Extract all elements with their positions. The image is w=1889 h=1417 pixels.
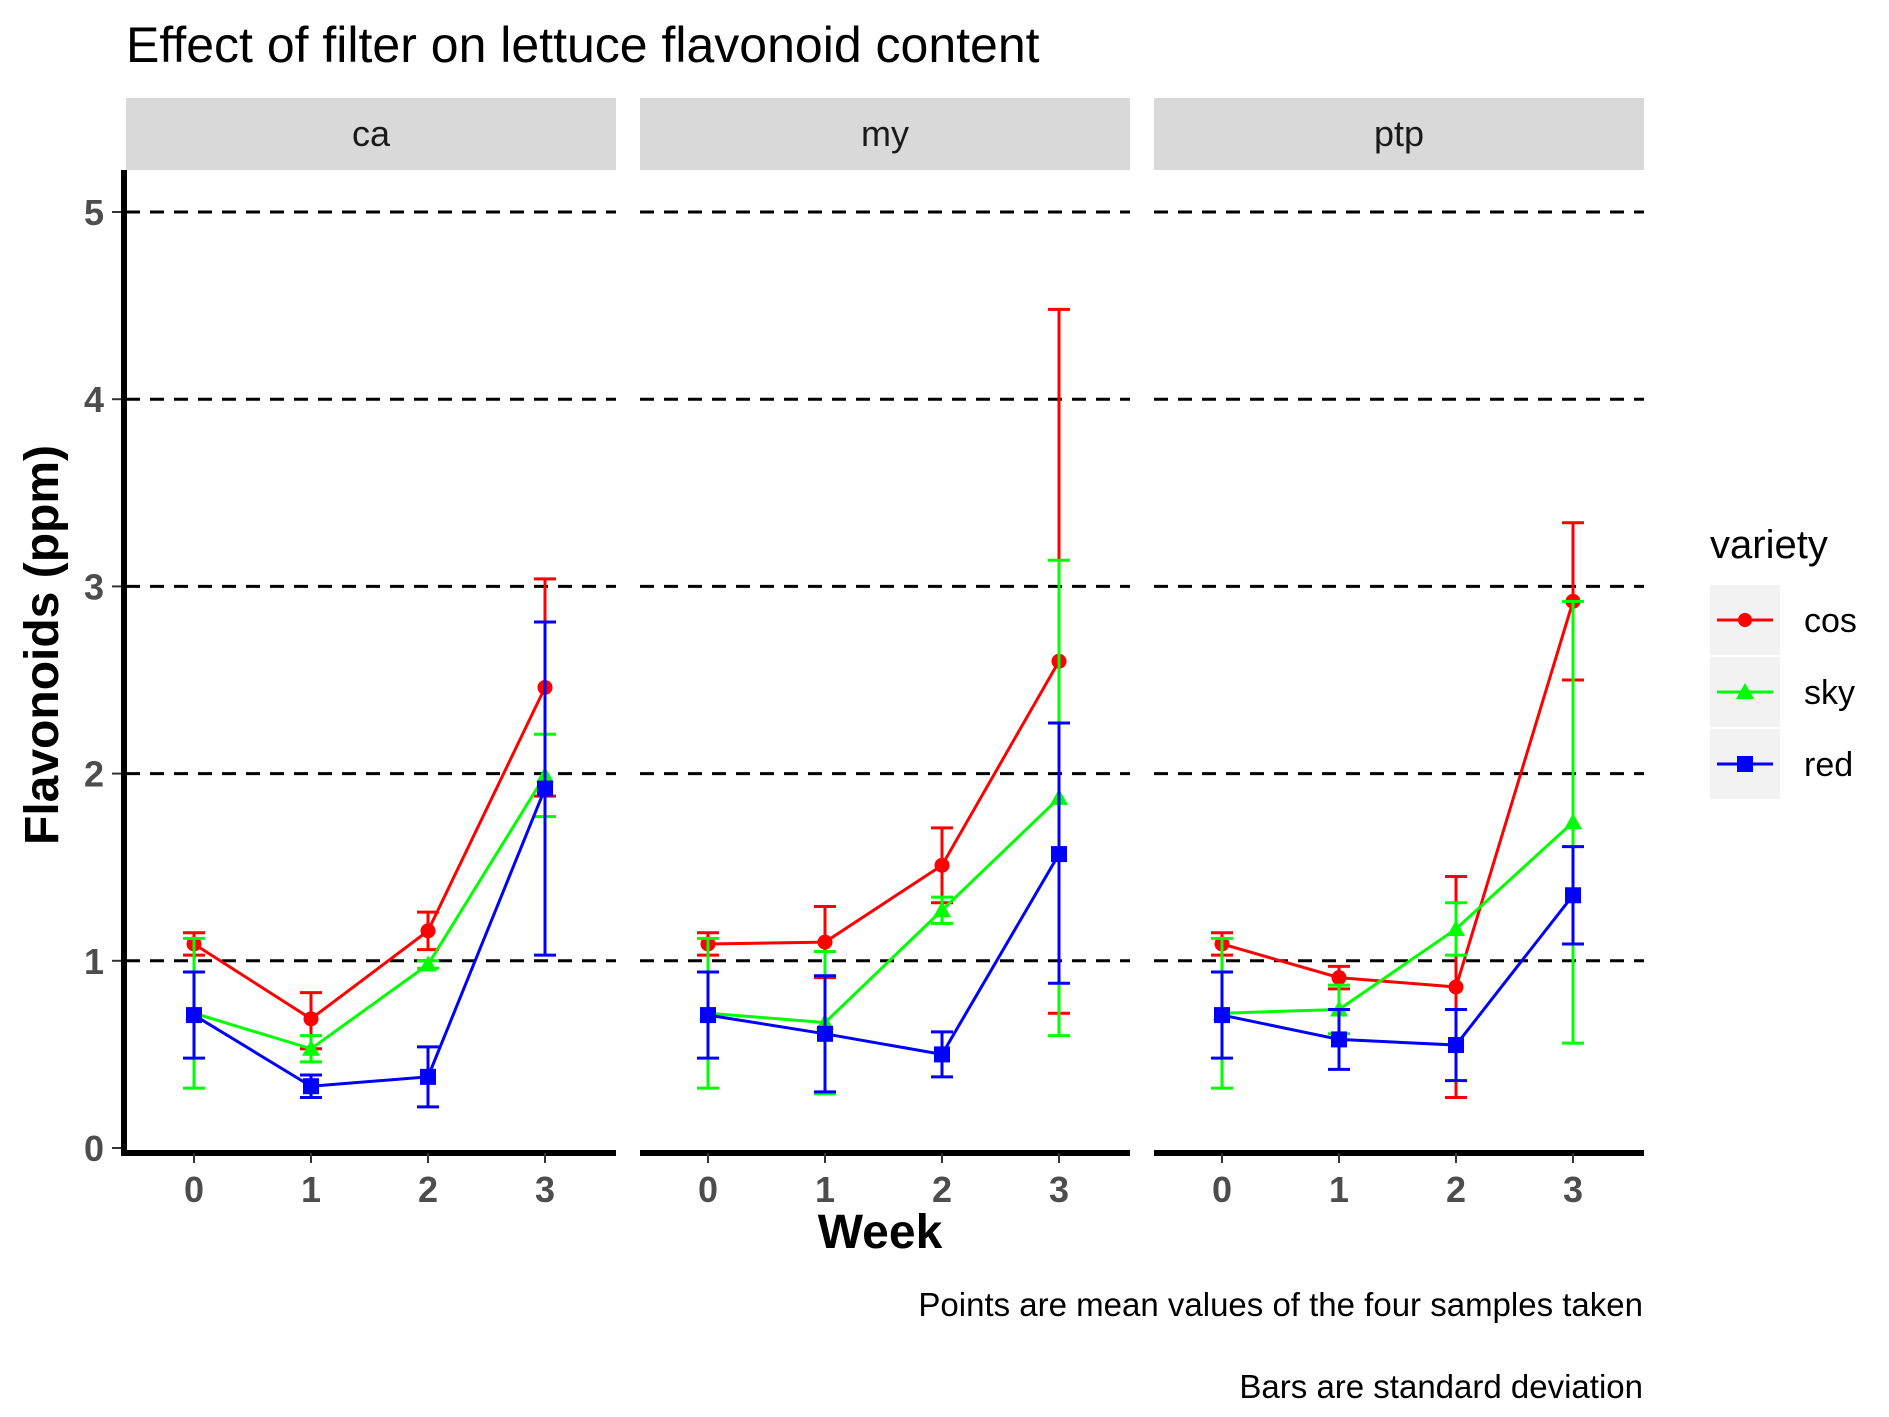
facet-strip-label: ca xyxy=(352,113,391,154)
x-tick-label: 2 xyxy=(932,1169,952,1210)
chart-title: Effect of filter on lettuce flavonoid co… xyxy=(126,17,1040,73)
x-tick-label: 2 xyxy=(1446,1169,1466,1210)
series-line xyxy=(193,774,547,1051)
data-point xyxy=(700,1007,716,1024)
data-point xyxy=(303,1078,319,1095)
data-point xyxy=(817,934,833,950)
data-point xyxy=(934,1046,950,1063)
panel-ca: ca 0 1 2 3 xyxy=(126,98,616,1210)
series-line xyxy=(707,853,1061,1057)
data-point xyxy=(303,1011,319,1027)
legend-entry-red: red xyxy=(1710,729,1853,799)
legend: variety cos sky red xyxy=(1710,523,1857,799)
data-point xyxy=(537,780,553,797)
data-point xyxy=(1565,887,1581,904)
y-tick-label: 0 xyxy=(84,1128,104,1169)
series-sky xyxy=(183,732,556,1090)
facet-strip xyxy=(1154,98,1644,170)
series-line xyxy=(1221,821,1575,1015)
legend-entry-cos: cos xyxy=(1710,585,1857,655)
panel-ptp: ptp 0 1 2 3 xyxy=(1154,98,1644,1210)
series-line xyxy=(1221,894,1575,1047)
series-line xyxy=(707,660,1061,946)
y-tick-label: 5 xyxy=(84,192,104,233)
facet-panels: ca 0 1 2 3 my 0 1 2 3 ptp 0 1 2 3 xyxy=(126,98,1644,1210)
series-sky xyxy=(1211,599,1584,1090)
data-point xyxy=(420,923,436,939)
legend-label: red xyxy=(1804,746,1853,784)
series-line xyxy=(1221,600,1575,989)
data-point xyxy=(419,955,437,972)
data-point xyxy=(186,1007,202,1024)
series-line xyxy=(707,796,1061,1025)
series-red xyxy=(1211,845,1584,1083)
data-point xyxy=(817,1025,833,1042)
x-tick-label: 1 xyxy=(301,1169,321,1210)
data-point xyxy=(1447,919,1465,936)
data-point xyxy=(1564,813,1582,830)
facet-strip xyxy=(126,98,616,170)
data-point xyxy=(1448,979,1464,995)
y-tick-label: 1 xyxy=(84,941,104,982)
y-tick-label: 3 xyxy=(84,566,104,607)
legend-label: cos xyxy=(1804,602,1857,640)
y-axis-title: Flavonoids (ppm) xyxy=(16,445,69,845)
data-point xyxy=(934,857,950,873)
data-point xyxy=(420,1068,436,1085)
data-point xyxy=(302,1039,320,1056)
legend-title: variety xyxy=(1710,523,1828,567)
legend-key-marker xyxy=(1736,683,1754,699)
series-cos xyxy=(183,577,556,1051)
data-point xyxy=(1448,1037,1464,1054)
y-tick-label: 2 xyxy=(84,754,104,795)
y-axis: 0 1 2 3 4 5 xyxy=(84,170,127,1169)
data-point xyxy=(1331,970,1347,986)
x-tick-label: 1 xyxy=(1329,1169,1349,1210)
x-axis-title: Week xyxy=(818,1206,943,1259)
data-point xyxy=(1214,1007,1230,1024)
series-cos xyxy=(697,307,1070,1015)
x-tick-label: 3 xyxy=(535,1169,555,1210)
series-line xyxy=(193,686,547,1021)
facet-strip xyxy=(640,98,1130,170)
series-red xyxy=(183,620,556,1109)
y-tick-label: 4 xyxy=(84,379,104,420)
data-point xyxy=(1051,846,1067,863)
x-tick-label: 0 xyxy=(184,1169,204,1210)
series-sky xyxy=(697,558,1070,1096)
x-tick-label: 0 xyxy=(1212,1169,1232,1210)
legend-key-marker xyxy=(1738,613,1752,627)
x-tick-label: 2 xyxy=(418,1169,438,1210)
data-point xyxy=(933,901,951,918)
data-point xyxy=(1331,1031,1347,1048)
caption-error-bars: Bars are standard deviation xyxy=(1239,1368,1643,1405)
x-tick-label: 3 xyxy=(1049,1169,1069,1210)
facet-strip-label: my xyxy=(861,113,909,154)
x-tick-label: 1 xyxy=(815,1169,835,1210)
legend-key-marker xyxy=(1737,756,1753,772)
facet-strip-label: ptp xyxy=(1374,113,1424,154)
panel-my: my 0 1 2 3 xyxy=(640,98,1130,1210)
caption-means: Points are mean values of the four sampl… xyxy=(918,1286,1643,1323)
legend-entry-sky: sky xyxy=(1710,657,1855,727)
legend-label: sky xyxy=(1804,674,1855,712)
series-red xyxy=(697,721,1070,1094)
x-tick-label: 3 xyxy=(1563,1169,1583,1210)
series-line xyxy=(193,788,547,1088)
x-tick-label: 0 xyxy=(698,1169,718,1210)
